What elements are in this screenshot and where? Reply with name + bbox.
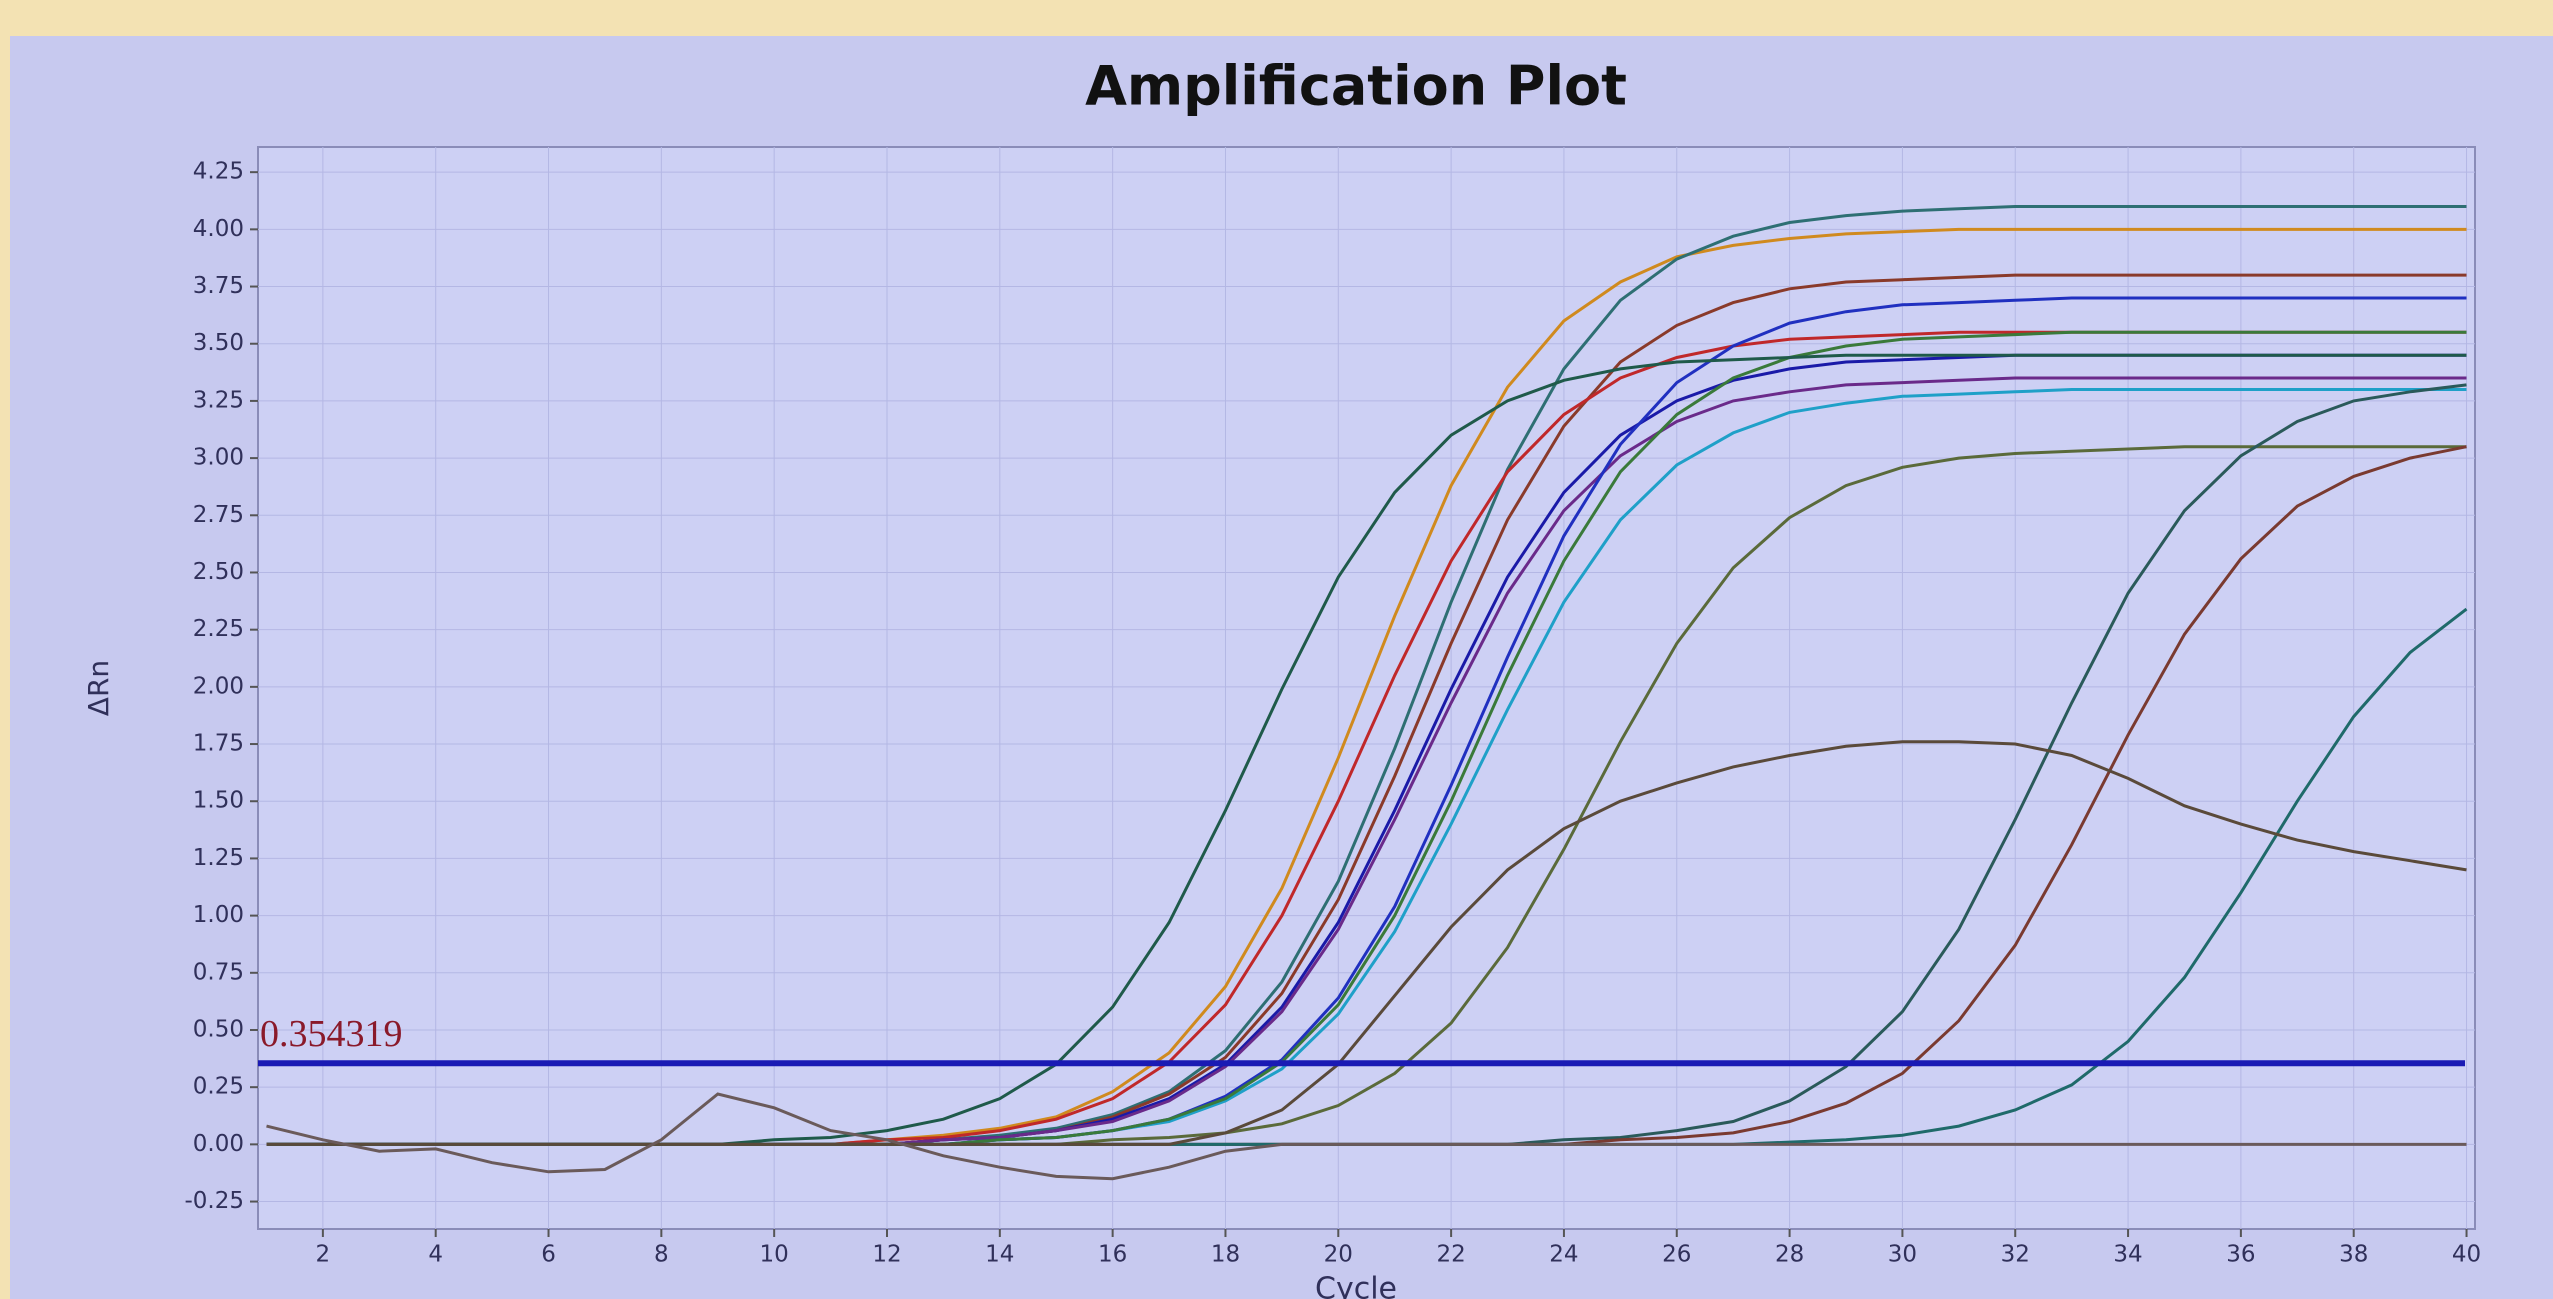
y-tick-label: 3.75 (193, 273, 244, 299)
y-tick-label: 3.50 (193, 330, 244, 356)
threshold-label: 0.354319 (260, 1013, 403, 1055)
x-tick-label: 40 (2452, 1242, 2481, 1268)
x-tick-label: 34 (2113, 1242, 2142, 1268)
y-tick-label: 4.25 (193, 159, 244, 185)
y-tick-label: 3.00 (193, 445, 244, 471)
y-tick-label: 0.00 (193, 1131, 244, 1157)
x-tick-label: 30 (1888, 1242, 1917, 1268)
x-tick-label: 8 (654, 1242, 669, 1268)
x-tick-label: 14 (985, 1242, 1014, 1268)
x-tick-label: 20 (1324, 1242, 1353, 1268)
y-tick-label: 2.50 (193, 559, 244, 585)
y-tick-label: 0.75 (193, 959, 244, 985)
x-tick-label: 2 (316, 1242, 331, 1268)
y-tick-label: 1.50 (193, 788, 244, 814)
x-tick-label: 22 (1436, 1242, 1465, 1268)
amplification-curve (266, 1092, 2467, 1181)
x-tick-label: 24 (1549, 1242, 1578, 1268)
x-tick-label: 6 (541, 1242, 556, 1268)
y-tick-label: 1.25 (193, 845, 244, 871)
y-tick-label: -0.25 (184, 1188, 244, 1214)
x-tick-label: 38 (2339, 1242, 2368, 1268)
y-tick-label: 2.00 (193, 673, 244, 699)
y-tick-label: 2.75 (193, 502, 244, 528)
x-tick-label: 26 (1662, 1242, 1691, 1268)
chart-title: Amplification Plot (1085, 55, 1627, 118)
amplification-curve (266, 740, 2467, 1146)
y-tick-label: 0.25 (193, 1074, 244, 1100)
x-tick-label: 28 (1775, 1242, 1804, 1268)
y-tick-label: 3.25 (193, 387, 244, 413)
x-axis-label: Cycle (1315, 1272, 1397, 1299)
y-axis-label: ΔRn (82, 660, 115, 716)
y-tick-label: 1.00 (193, 902, 244, 928)
x-tick-label: 16 (1098, 1242, 1127, 1268)
y-tick-label: 0.50 (193, 1016, 244, 1042)
x-tick-label: 32 (2001, 1242, 2030, 1268)
x-tick-label: 36 (2226, 1242, 2255, 1268)
x-tick-label: 4 (428, 1242, 443, 1268)
y-tick-label: 2.25 (193, 616, 244, 642)
x-tick-label: 18 (1211, 1242, 1240, 1268)
x-tick-label: 12 (872, 1242, 901, 1268)
y-tick-label: 4.00 (193, 216, 244, 242)
x-tick-label: 10 (760, 1242, 789, 1268)
y-tick-label: 1.75 (193, 731, 244, 757)
